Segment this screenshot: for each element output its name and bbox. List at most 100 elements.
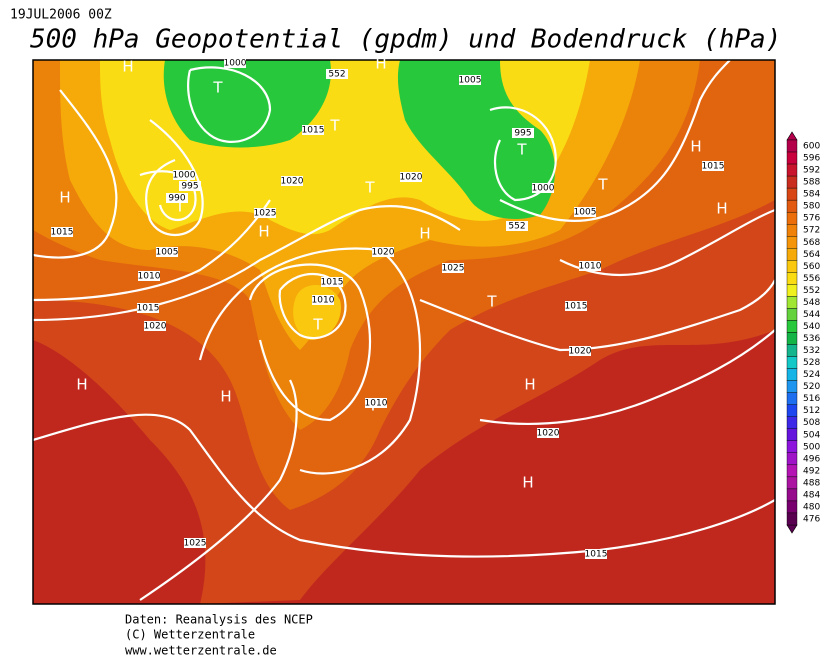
colorbar-label: 496	[803, 454, 820, 464]
pressure-center: H	[690, 138, 701, 156]
colorbar-box	[786, 512, 798, 526]
colorbar-label: 548	[803, 298, 820, 308]
isobar-label: 1005	[574, 208, 597, 218]
colorbar-box	[786, 392, 798, 405]
isobar-label: 1000	[173, 171, 196, 181]
colorbar-box	[786, 332, 798, 345]
isobar-label: 1020	[537, 429, 560, 439]
colorbar-box	[786, 248, 798, 261]
colorbar-label: 500	[803, 442, 820, 452]
colorbar-label: 508	[803, 418, 820, 428]
isobar-label: 552	[328, 70, 345, 80]
timestamp: 19JUL2006 00Z	[10, 8, 112, 23]
isobar-label-bg	[569, 346, 591, 356]
pressure-center: T	[486, 293, 497, 311]
colorbar-label: 572	[803, 226, 820, 236]
colorbar-box	[786, 236, 798, 249]
isobar-label: 1015	[321, 278, 344, 288]
colorbar-bottom-arrow	[786, 524, 798, 534]
isobar-label-bg	[138, 271, 160, 281]
isobar-label-bg	[302, 125, 324, 135]
colorbar-label: 480	[803, 502, 820, 512]
isobar-label: 1015	[137, 304, 160, 314]
colorbar-label: 504	[803, 430, 820, 440]
colorbar-label: 484	[803, 490, 820, 500]
isobar-label-bg	[51, 227, 73, 237]
colorbar-label: 488	[803, 478, 820, 488]
colorbar-box	[786, 452, 798, 466]
colorbar-label: 564	[803, 250, 820, 260]
pressure-center: T	[597, 176, 608, 194]
colorbar-box	[786, 163, 798, 177]
isobar-label: 1025	[184, 539, 207, 549]
isobar-label: 1020	[400, 173, 423, 183]
colorbar-box	[786, 404, 798, 417]
footer-line: Daten: Reanalysis des NCEP	[125, 613, 313, 627]
colorbar-label: 568	[803, 238, 820, 248]
isobar-label-bg	[565, 301, 587, 311]
pressure-center: H	[76, 376, 87, 394]
pressure-center: H	[59, 189, 70, 207]
colorbar-label: 600	[803, 142, 820, 152]
isobar-label: 1015	[302, 126, 325, 136]
colorbar-label: 596	[803, 154, 820, 164]
pressure-center: H	[522, 474, 533, 492]
isobar-label-bg	[166, 193, 188, 203]
colorbar-box	[786, 175, 798, 189]
colorbar-box	[786, 308, 798, 321]
isobar-label-bg	[137, 303, 159, 313]
isobar-label: 1005	[156, 248, 179, 258]
colorbar-box	[786, 416, 798, 429]
isobar-label: 1010	[365, 399, 388, 409]
footer-line: (C) Wetterzentrale	[125, 628, 255, 642]
isobar-label: 995	[514, 129, 531, 139]
colorbar-box	[786, 199, 798, 213]
colorbar-label: 592	[803, 166, 820, 176]
pressure-center: H	[419, 225, 430, 243]
pressure-center: T	[212, 79, 223, 97]
isobar-label: 1015	[51, 228, 74, 238]
isobar-label: 1010	[138, 272, 161, 282]
pressure-center: T	[312, 316, 323, 334]
colorbar-label: 560	[803, 262, 820, 272]
colorbar-label: 512	[803, 406, 820, 416]
colorbar-label: 584	[803, 190, 820, 200]
isobar-label-bg	[512, 128, 534, 138]
colorbar-label: 580	[803, 202, 820, 212]
isobar-label: 995	[181, 182, 198, 192]
isobar-label-bg	[326, 69, 348, 79]
pressure-center: T	[516, 141, 527, 159]
colorbar-top-arrow	[786, 131, 798, 141]
pressure-center: H	[716, 200, 727, 218]
colorbar-box	[786, 428, 798, 441]
colorbar-label: 540	[803, 322, 820, 332]
isobar-label-bg	[459, 75, 481, 85]
isobar-label: 1020	[144, 322, 167, 332]
colorbar-box	[786, 284, 798, 297]
colorbar-box	[786, 151, 798, 165]
colorbar-box	[786, 260, 798, 273]
pressure-center: T	[329, 117, 340, 135]
isobar-label-bg	[372, 247, 394, 257]
isobar-label-bg	[365, 398, 387, 408]
isobar-label-bg	[585, 549, 607, 559]
isobar-label-bg	[184, 538, 206, 548]
isobar-label-bg	[281, 176, 303, 186]
colorbar-box	[786, 296, 798, 309]
isobar-label-bg	[442, 263, 464, 273]
isobar-label: 1025	[254, 209, 277, 219]
colorbar-box	[786, 344, 798, 357]
isobar-label-bg	[312, 295, 334, 305]
colorbar-label: 544	[803, 310, 820, 320]
pressure-center: T	[174, 198, 185, 216]
pressure-center: H	[524, 376, 535, 394]
isobar-label: 1005	[459, 76, 482, 86]
colorbar-label: 492	[803, 466, 820, 476]
isobar-label: 552	[508, 222, 525, 232]
isobar-label-bg	[702, 161, 724, 171]
isobar-label: 1010	[312, 296, 335, 306]
isobar-label-bg	[254, 208, 276, 218]
colorbar-label: 516	[803, 394, 820, 404]
isobar-label: 1020	[372, 248, 395, 258]
